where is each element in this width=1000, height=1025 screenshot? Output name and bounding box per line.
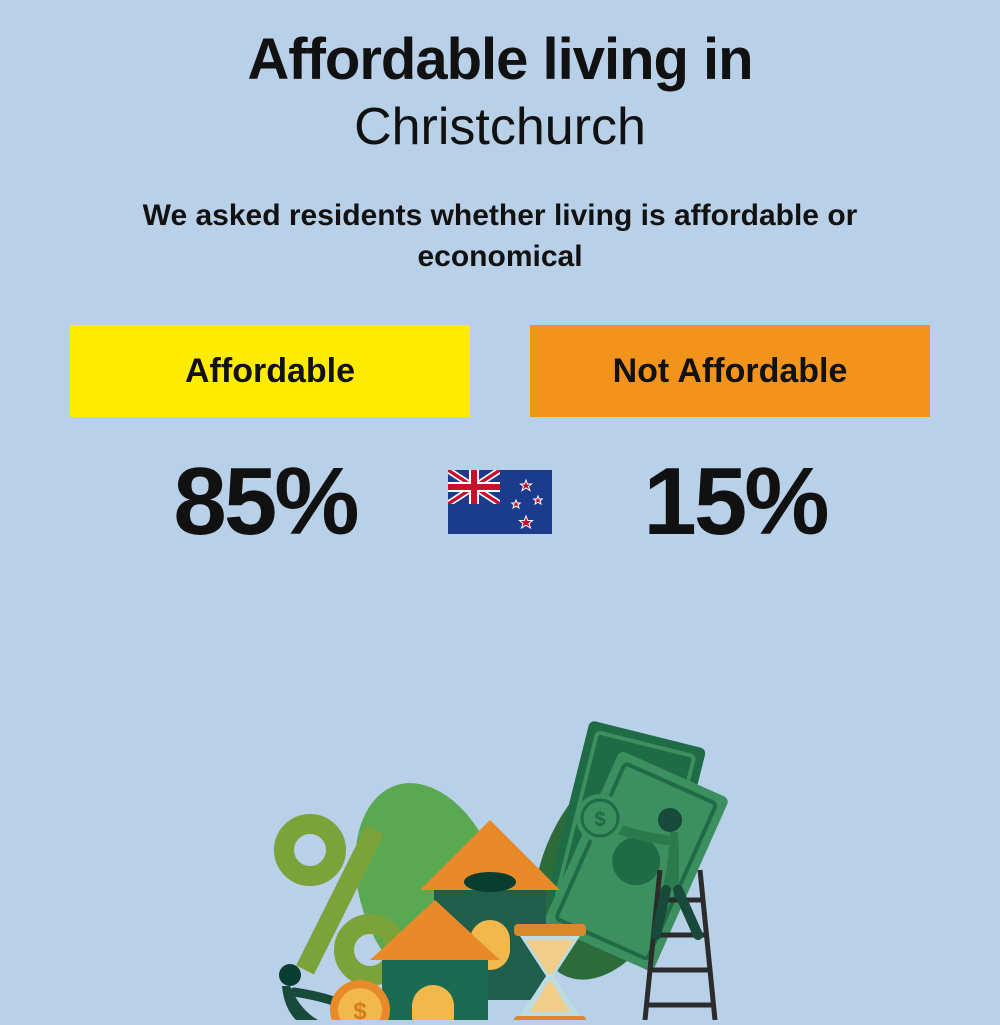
- infographic-container: Affordable living in Christchurch We ask…: [0, 0, 1000, 557]
- svg-text:$: $: [353, 998, 367, 1020]
- values-row: 85%: [0, 447, 1000, 557]
- affordability-illustration: $ $: [200, 680, 800, 1020]
- new-zealand-flag-icon: [448, 470, 552, 534]
- svg-text:$: $: [594, 809, 605, 831]
- affordable-box: Affordable: [70, 325, 470, 417]
- not-affordable-value: 15%: [585, 447, 885, 557]
- not-affordable-box: Not Affordable: [530, 325, 930, 417]
- options-row: Affordable Not Affordable: [0, 325, 1000, 417]
- affordable-value: 85%: [115, 447, 415, 557]
- flag-wrap: [445, 470, 555, 534]
- title-line1: Affordable living in: [0, 28, 1000, 92]
- title-city: Christchurch: [0, 96, 1000, 158]
- subtitle-text: We asked residents whether living is aff…: [0, 196, 1000, 277]
- not-affordable-label: Not Affordable: [613, 352, 848, 391]
- affordable-label: Affordable: [185, 352, 355, 391]
